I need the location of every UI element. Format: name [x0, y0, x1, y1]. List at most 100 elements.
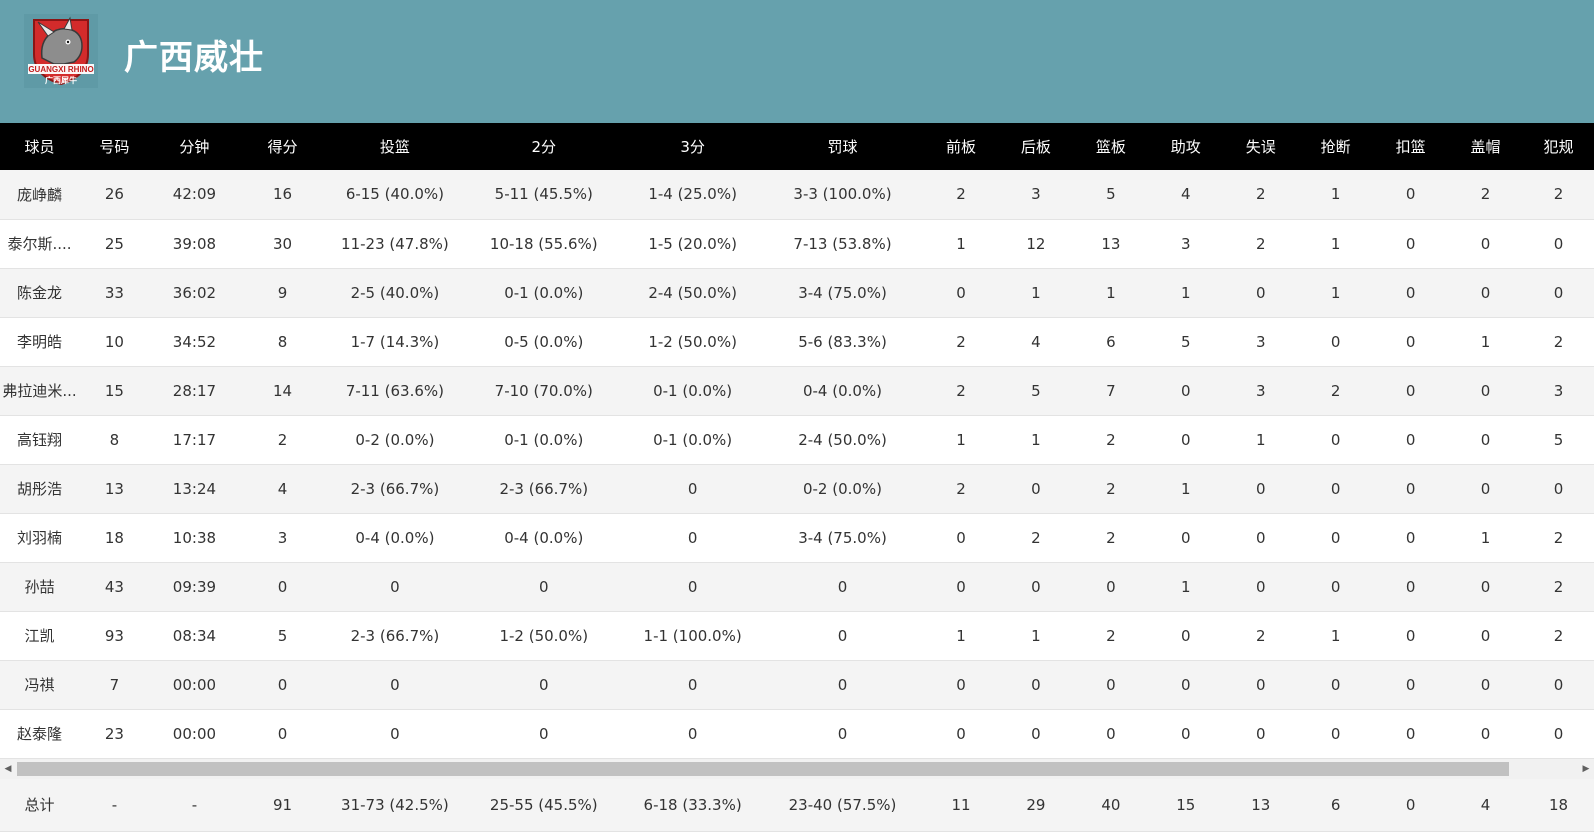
stat-cell: 1 — [1031, 283, 1041, 302]
player-name-cell[interactable]: 陈金龙 — [16, 284, 62, 302]
stat-cell: 2 — [1255, 185, 1266, 204]
column-header[interactable]: 助攻 — [1170, 138, 1201, 156]
stat-cell: 0 — [956, 528, 966, 547]
column-header[interactable]: 前板 — [945, 138, 976, 156]
player-name-cell[interactable]: 孙喆 — [24, 578, 55, 596]
column-header[interactable]: 失误 — [1245, 138, 1276, 156]
column-header[interactable]: 犯规 — [1543, 138, 1574, 156]
total-cell: - — [111, 795, 118, 814]
total-cell: - — [191, 795, 198, 814]
stat-cell: 0 — [687, 675, 698, 694]
stat-cell: 1 — [1181, 283, 1191, 302]
column-header[interactable]: 投篮 — [379, 138, 410, 156]
boxscore-table-container[interactable]: 球员 号码 分钟 得分 投篮 2分 3分 罚球 前板 后板 篮板 助攻 失误 抢断 扣篮 盖帽 犯规 庞峥麟 26… — [0, 123, 1594, 759]
column-header[interactable]: 3分 — [680, 138, 705, 156]
stat-cell: 0 — [1255, 283, 1266, 302]
stat-cell: 0 — [1330, 332, 1341, 351]
stat-cell: 10 — [104, 332, 124, 351]
stat-cell: 0 — [1330, 675, 1341, 694]
stat-cell: 7 — [1106, 381, 1116, 400]
stat-cell: 0 — [1553, 283, 1564, 302]
player-name-cell[interactable]: 高钰翔 — [16, 431, 62, 449]
player-name-cell[interactable]: 胡彤浩 — [16, 480, 62, 498]
column-header[interactable]: 分钟 — [179, 138, 210, 156]
table-row: 赵泰隆 23 00:00 0 0 0 0 0 0 0 0 0 0 0 0 0 0 — [0, 709, 1594, 758]
stat-cell: 3 — [1553, 381, 1564, 400]
stat-cell: 0 — [1405, 479, 1416, 498]
stat-cell: 0 — [538, 577, 549, 596]
stat-cell: 0 — [1480, 577, 1491, 596]
stat-cell: 2 — [1553, 528, 1564, 547]
stat-cell: 0 — [1553, 479, 1564, 498]
stat-cell: 0 — [1181, 381, 1191, 400]
stat-cell: 1 — [1330, 234, 1341, 253]
stat-cell: 3 — [1255, 381, 1266, 400]
stat-cell: 0 — [1330, 724, 1341, 743]
table-row: 高钰翔 8 17:17 2 0-2 (0.0%) 0-1 (0.0%) 0-1 (0.0%)… — [0, 415, 1594, 464]
player-name-cell[interactable]: 弗拉迪米... — [2, 382, 77, 400]
stat-cell: 0 — [1255, 724, 1266, 743]
stat-cell: 3-4 (75.0%) — [798, 283, 887, 302]
svg-text:广西犀牛: 广西犀牛 — [45, 75, 77, 85]
stat-cell: 4 — [1181, 185, 1191, 204]
stat-cell: 0 — [1405, 577, 1416, 596]
stat-cell: 43 — [104, 577, 124, 596]
total-cell: 0 — [1405, 795, 1416, 814]
total-cell: 4 — [1480, 795, 1491, 814]
column-header[interactable]: 罚球 — [827, 138, 858, 156]
column-header[interactable]: 球员 — [24, 138, 55, 156]
stat-cell: 9 — [277, 283, 288, 302]
column-header[interactable]: 盖帽 — [1470, 138, 1501, 156]
stat-cell: 0 — [1553, 234, 1564, 253]
stat-cell: 2 — [1480, 185, 1491, 204]
svg-text:GUANGXI RHINO: GUANGXI RHINO — [28, 65, 93, 74]
stat-cell: 2 — [1106, 528, 1116, 547]
stat-cell: 1 — [1480, 528, 1491, 547]
stat-cell: 13:24 — [172, 479, 217, 498]
stat-cell: 0 — [687, 577, 698, 596]
stat-cell: 2 — [1553, 185, 1564, 204]
column-header[interactable]: 后板 — [1020, 138, 1051, 156]
column-header[interactable]: 篮板 — [1095, 138, 1126, 156]
stat-cell: 15 — [104, 381, 124, 400]
stat-cell: 0-1 (0.0%) — [653, 381, 733, 400]
scrollbar-thumb[interactable] — [17, 761, 1509, 776]
stat-cell: 0-1 (0.0%) — [504, 283, 584, 302]
column-header[interactable]: 2分 — [531, 138, 557, 156]
stat-cell: 2-5 (40.0%) — [350, 283, 440, 302]
stat-cell: 0 — [1330, 430, 1341, 449]
stat-cell: 0 — [1405, 430, 1416, 449]
player-name-cell[interactable]: 李明皓 — [16, 333, 62, 351]
column-header[interactable]: 抢断 — [1320, 138, 1351, 156]
triangle-left-icon[interactable]: ◀ — [4, 763, 12, 774]
stat-cell: 0 — [1255, 577, 1266, 596]
player-name-cell[interactable]: 庞峥麟 — [16, 185, 62, 204]
stat-cell: 2 — [956, 332, 966, 351]
page-title: 广西威壮 — [124, 38, 264, 78]
stat-cell: 2-3 (66.7%) — [499, 479, 589, 498]
total-cell: 6-18 (33.3%) — [643, 795, 742, 814]
stat-cell: 0 — [956, 724, 966, 743]
stat-cell: 30 — [272, 234, 293, 253]
table-row: 冯祺 7 00:00 0 0 0 0 0 0 0 0 0 0 0 0 0 0 — [0, 660, 1594, 709]
stat-cell: 0 — [390, 724, 400, 743]
player-name-cell[interactable]: 赵泰隆 — [16, 725, 62, 743]
player-name-cell[interactable]: 刘羽楠 — [16, 529, 62, 547]
total-cell: 15 — [1176, 795, 1196, 814]
stat-cell: 2 — [956, 381, 966, 400]
rhino-icon: GUANGXI RHINO 广西犀牛 — [24, 14, 98, 88]
table-header-row: 球员 号码 分钟 得分 投篮 2分 3分 罚球 前板 后板 篮板 助攻 失误 抢断 扣篮 盖帽 犯规 — [0, 123, 1594, 170]
column-header[interactable]: 得分 — [267, 138, 298, 156]
column-header[interactable]: 号码 — [99, 138, 130, 156]
stat-cell: 0 — [390, 675, 400, 694]
stat-cell: 5 — [277, 626, 288, 645]
stat-cell: 4 — [1031, 332, 1041, 351]
stat-cell: 0 — [1405, 283, 1416, 302]
stat-cell: 11-23 (47.8%) — [341, 234, 449, 253]
horizontal-scrollbar[interactable]: ◀ ▶ — [0, 758, 1594, 779]
triangle-right-icon[interactable]: ▶ — [1582, 763, 1590, 774]
player-name-cell[interactable]: 冯祺 — [24, 676, 55, 694]
player-name-cell[interactable]: 泰尔斯.... — [7, 235, 72, 253]
player-name-cell[interactable]: 江凯 — [24, 627, 55, 645]
column-header[interactable]: 扣篮 — [1395, 138, 1426, 156]
